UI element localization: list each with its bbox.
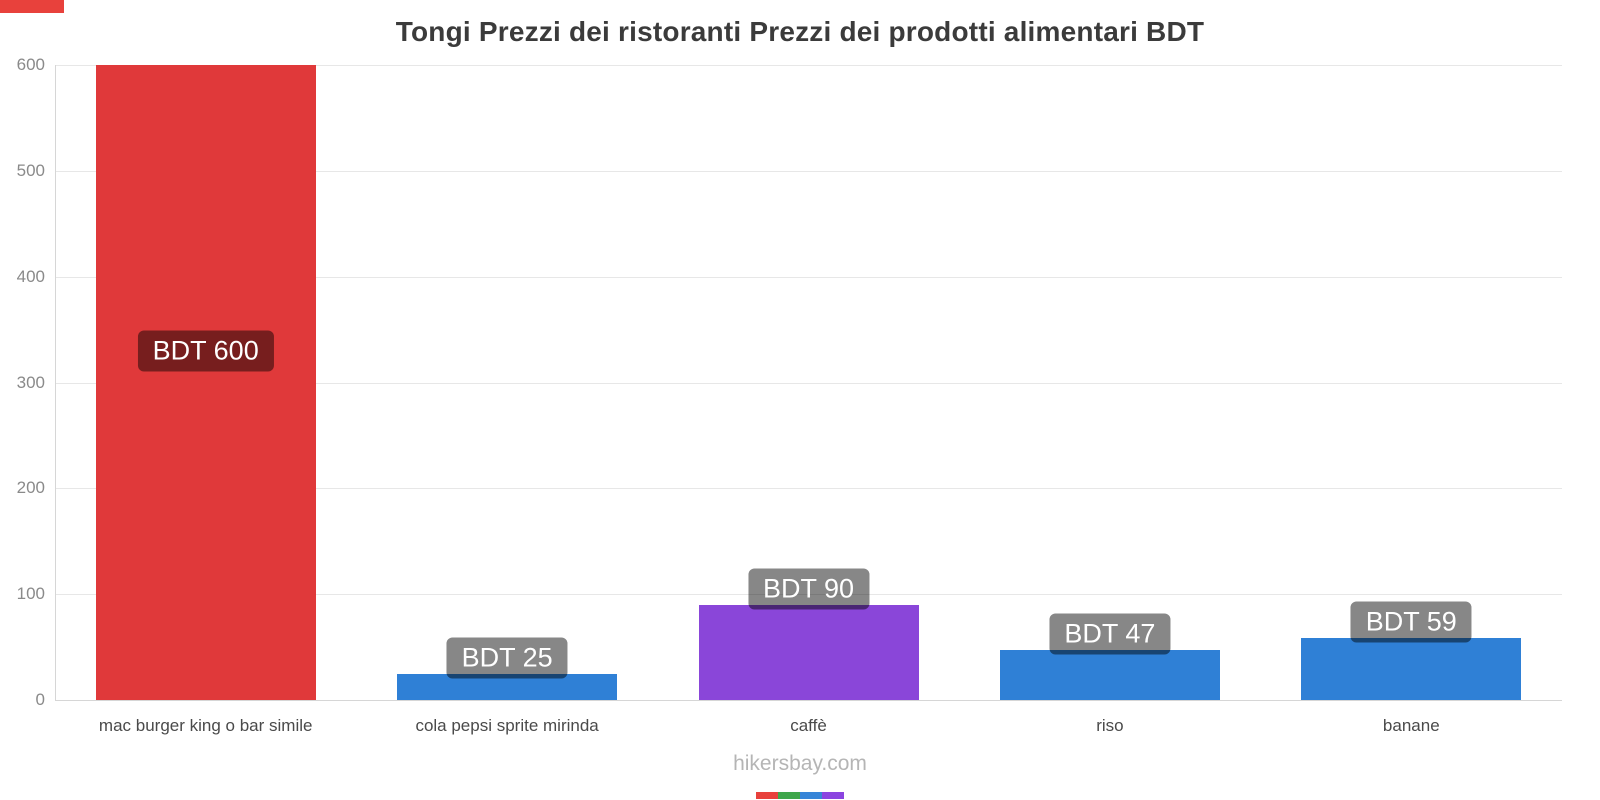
y-axis-tick-label: 500 bbox=[16, 160, 45, 180]
bar bbox=[95, 65, 316, 700]
bar bbox=[999, 650, 1220, 700]
x-axis-category-label: cola pepsi sprite mirinda bbox=[415, 716, 599, 735]
gridline bbox=[55, 488, 1562, 490]
y-axis-tick-label: 100 bbox=[16, 584, 45, 604]
bottom-strip-segment bbox=[822, 792, 844, 799]
gridline bbox=[55, 382, 1562, 384]
gridline bbox=[55, 594, 1562, 596]
bar-value-label: BDT 25 bbox=[446, 637, 568, 679]
bottom-strip-segment bbox=[756, 792, 778, 799]
x-axis-category-label: mac burger king o bar simile bbox=[98, 716, 313, 735]
x-axis-category-label: caffè bbox=[790, 716, 827, 735]
x-axis-category-label: riso bbox=[1096, 716, 1124, 735]
bar-value-label: BDT 47 bbox=[1049, 613, 1171, 655]
y-axis-tick-label: 400 bbox=[16, 266, 45, 286]
bar-value-label: BDT 90 bbox=[747, 568, 870, 610]
bar-value-label: BDT 600 bbox=[137, 330, 274, 372]
bottom-strip-segment bbox=[778, 792, 800, 799]
x-axis-baseline bbox=[55, 700, 1562, 701]
bottom-color-strip bbox=[756, 792, 844, 799]
y-axis-tick-label: 300 bbox=[16, 372, 45, 392]
x-axis-category-label: banane bbox=[1382, 716, 1440, 735]
gridline bbox=[55, 170, 1562, 172]
source-watermark: hikersbay.com bbox=[733, 752, 867, 775]
bar bbox=[397, 673, 618, 700]
y-axis-line bbox=[55, 65, 56, 700]
bar-value-label: BDT 59 bbox=[1350, 601, 1472, 643]
y-axis-tick-label: 200 bbox=[16, 478, 45, 498]
y-axis-tick-label: 600 bbox=[16, 55, 45, 74]
bar bbox=[698, 604, 919, 700]
bar bbox=[1301, 637, 1522, 700]
chart-title: Tongi Prezzi dei ristoranti Prezzi dei p… bbox=[395, 16, 1205, 47]
gridline bbox=[55, 65, 1562, 66]
top-left-accent-stripe bbox=[0, 0, 64, 13]
bottom-strip-segment bbox=[800, 792, 822, 799]
y-axis-tick-label: 0 bbox=[35, 690, 45, 709]
gridline bbox=[55, 276, 1562, 278]
